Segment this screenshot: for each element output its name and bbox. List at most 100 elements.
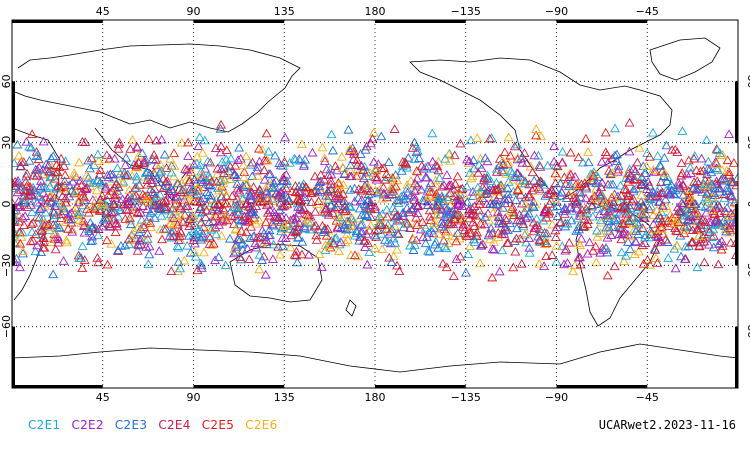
occultation-marker: [51, 182, 62, 191]
occultation-marker: [624, 117, 635, 127]
occultation-marker: [649, 224, 660, 234]
occultation-marker: [191, 158, 202, 168]
occultation-marker: [689, 151, 700, 160]
occultation-marker: [657, 200, 668, 210]
occultation-marker: [487, 244, 498, 253]
occultation-marker: [535, 176, 546, 186]
occultation-marker: [616, 247, 627, 257]
occultation-marker: [94, 169, 105, 179]
occultation-marker: [658, 171, 669, 180]
occultation-marker: [403, 207, 414, 217]
occultation-marker: [102, 170, 113, 180]
occultation-marker: [192, 265, 203, 275]
occultation-marker: [368, 127, 379, 137]
occultation-marker: [441, 209, 452, 219]
occultation-marker: [683, 155, 694, 165]
occultation-marker: [362, 259, 373, 269]
occultation-marker: [674, 206, 685, 215]
occultation-marker: [159, 149, 170, 159]
occultation-marker: [37, 194, 48, 204]
gridlines: [12, 20, 738, 388]
occultation-marker: [78, 191, 89, 200]
occultation-marker: [44, 181, 55, 191]
occultation-marker: [245, 233, 256, 242]
occultation-marker: [93, 230, 104, 240]
occultation-marker: [381, 223, 392, 233]
occultation-marker: [701, 181, 712, 191]
occultation-marker: [44, 166, 55, 176]
occultation-marker: [347, 221, 358, 230]
greenland-coast: [649, 37, 721, 81]
occultation-marker: [245, 159, 256, 169]
occultation-marker: [288, 226, 299, 236]
occultation-marker: [155, 224, 166, 234]
occultation-marker: [566, 215, 577, 225]
occultation-marker: [717, 241, 728, 250]
occultation-marker: [139, 191, 150, 200]
occultation-marker: [229, 244, 240, 254]
occultation-marker: [689, 177, 700, 186]
occultation-marker: [448, 271, 459, 280]
occultation-marker: [365, 220, 376, 230]
occultation-marker: [105, 169, 116, 179]
occultation-marker: [235, 153, 246, 163]
occultation-marker: [21, 181, 32, 191]
occultation-marker: [588, 170, 599, 180]
occultation-marker: [125, 144, 136, 153]
occultation-marker: [168, 186, 179, 195]
frame-bar-top: [556, 20, 648, 23]
occultation-marker: [466, 209, 477, 219]
occultation-marker: [552, 161, 563, 171]
occultation-marker: [677, 126, 688, 135]
occultation-marker: [195, 258, 206, 268]
occultation-marker: [315, 170, 326, 179]
occultation-marker: [274, 204, 285, 214]
occultation-marker: [470, 210, 481, 220]
occultation-marker: [473, 159, 484, 169]
occultation-marker: [157, 234, 168, 244]
occultation-marker: [444, 206, 455, 216]
occultation-marker: [712, 164, 723, 174]
occultation-marker: [91, 185, 102, 195]
frame-bar-left: [12, 326, 15, 388]
occultation-marker: [687, 225, 698, 235]
occultation-marker: [441, 243, 452, 253]
occultation-marker: [185, 247, 196, 257]
occultation-marker: [58, 256, 69, 265]
occultation-marker: [388, 251, 399, 261]
occultation-marker: [84, 226, 95, 236]
occultation-marker: [204, 223, 215, 232]
occultation-marker: [242, 244, 253, 253]
occultation-marker: [677, 168, 688, 177]
occultation-marker: [225, 161, 236, 171]
occultation-marker: [695, 237, 706, 247]
occultation-marker: [131, 160, 142, 170]
occultation-marker: [238, 160, 249, 170]
occultation-marker: [31, 212, 42, 221]
occultation-marker: [164, 219, 175, 228]
occultation-marker: [95, 206, 106, 216]
occultation-marker: [362, 183, 373, 193]
occultation-marker: [294, 181, 304, 191]
occultation-marker: [531, 124, 542, 134]
occultation-marker: [142, 167, 153, 176]
occultation-marker: [588, 167, 599, 176]
occultation-marker: [586, 201, 597, 211]
occultation-marker: [510, 170, 521, 180]
occultation-marker: [162, 176, 173, 185]
occultation-marker: [254, 215, 265, 225]
top-lon-label: 45: [96, 5, 110, 18]
occultation-marker: [61, 235, 72, 245]
occultation-marker: [310, 220, 321, 230]
occultation-marker: [424, 186, 435, 196]
occultation-marker: [196, 169, 207, 179]
occultation-marker: [564, 172, 575, 181]
occultation-marker: [196, 234, 207, 244]
occultation-marker: [632, 171, 643, 181]
occultation-marker: [128, 203, 139, 213]
occultation-marker: [251, 233, 262, 242]
occultation-marker: [473, 167, 484, 177]
occultation-marker: [603, 157, 614, 167]
occultation-marker: [325, 175, 336, 185]
occultation-marker: [637, 223, 648, 232]
